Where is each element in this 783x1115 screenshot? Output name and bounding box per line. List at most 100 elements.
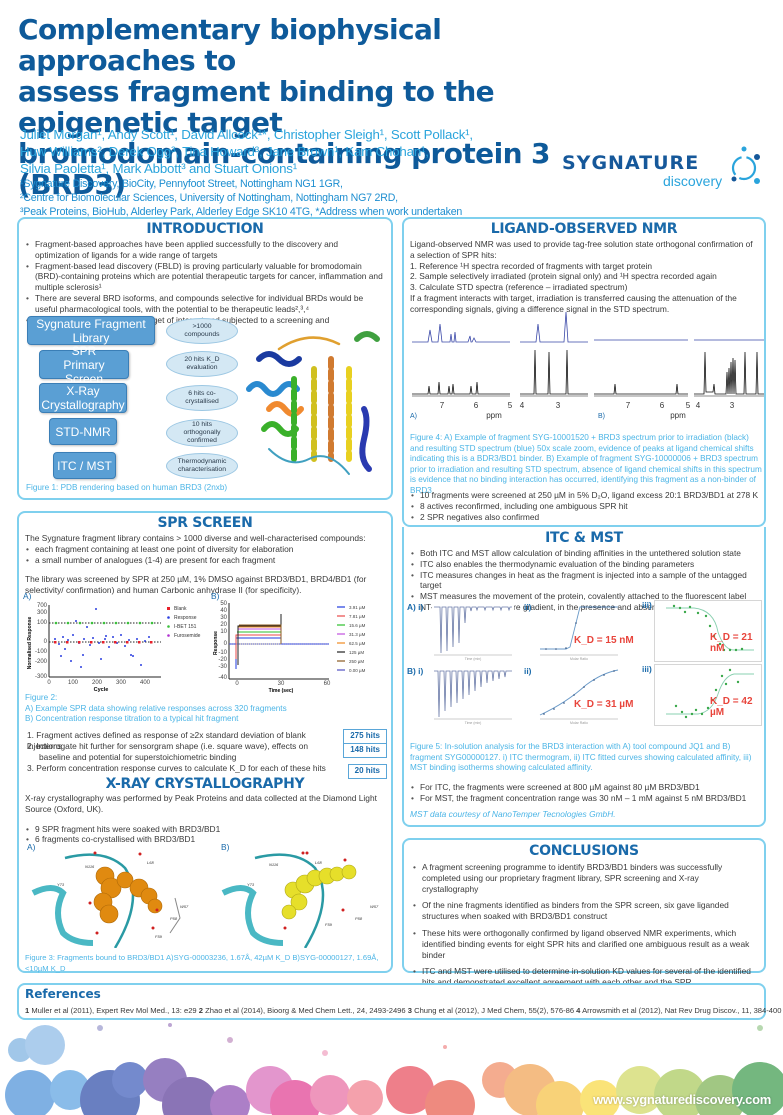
itc-fit-a: Molar Ratio bbox=[540, 606, 618, 661]
svg-text:A): A) bbox=[410, 413, 417, 420]
svg-text:31.3 µM: 31.3 µM bbox=[349, 632, 366, 637]
svg-text:4: 4 bbox=[520, 401, 525, 410]
affiliations: ¹Sygnature Discovery, BioCity, Pennyfoot… bbox=[20, 178, 463, 218]
svg-text:30: 30 bbox=[278, 681, 285, 687]
figure-3-caption: Figure 3: Fragments bound to BRD3/BD1 A)… bbox=[25, 953, 379, 973]
mst-isotherm-b bbox=[654, 664, 762, 726]
workflow-step-4: STD-NMR bbox=[49, 418, 117, 445]
svg-text:3: 3 bbox=[556, 401, 561, 410]
references-heading: References bbox=[25, 987, 101, 1001]
svg-text:5: 5 bbox=[686, 401, 691, 410]
website-url[interactable]: www.sygnaturediscovery.com bbox=[593, 1092, 771, 1107]
poster-title: Complementary biophysical approaches to … bbox=[18, 13, 551, 201]
workflow-note-5: Thermodynamic characterisation bbox=[166, 453, 238, 479]
footer-bubble-banner: www.sygnaturediscovery.com bbox=[0, 1020, 783, 1115]
itc-fit-b: Molar Ratio bbox=[539, 669, 619, 725]
svg-text:250 µM: 250 µM bbox=[349, 659, 364, 664]
svg-text:300: 300 bbox=[116, 680, 127, 686]
svg-text:40: 40 bbox=[220, 608, 227, 614]
bubbles-decoration bbox=[5, 1023, 783, 1115]
xray-structure-a: L68 N116 Y73 W57 P58 F59 bbox=[31, 851, 189, 948]
svg-text:F59: F59 bbox=[325, 922, 333, 927]
chart-b-legend: 3.91 µM 7.81 µM 15.6 µM 31.3 µM 62.5 µM … bbox=[337, 605, 366, 673]
svg-text:3: 3 bbox=[730, 401, 735, 410]
svg-text:-30: -30 bbox=[218, 664, 227, 670]
svg-text:-10: -10 bbox=[218, 650, 227, 656]
mst-isotherm-a bbox=[654, 600, 762, 662]
svg-text:Response: Response bbox=[174, 615, 197, 621]
xray-body: X-ray crystallography was performed by P… bbox=[25, 793, 387, 845]
svg-text:L68: L68 bbox=[147, 860, 154, 865]
section-heading: ITC & MST bbox=[545, 530, 623, 546]
svg-text:Furosemide: Furosemide bbox=[174, 633, 201, 639]
svg-text:0: 0 bbox=[47, 680, 51, 686]
conclusions-bullets: A fragment screening programme to identi… bbox=[404, 859, 764, 988]
svg-text:L68: L68 bbox=[315, 860, 322, 865]
svg-text:-40: -40 bbox=[218, 675, 227, 681]
svg-text:I-BET 151: I-BET 151 bbox=[174, 624, 197, 630]
svg-text:F59: F59 bbox=[155, 934, 163, 939]
workflow-step-1: Sygnature Fragment Library bbox=[27, 316, 155, 345]
svg-text:3.91 µM: 3.91 µM bbox=[349, 605, 366, 610]
svg-text:125 µM: 125 µM bbox=[349, 650, 364, 655]
svg-text:0: 0 bbox=[235, 681, 239, 687]
itc-bullets: Both ITC and MST allow calculation of bi… bbox=[404, 546, 764, 613]
workflow-step-2: SPR Primary Screen bbox=[39, 344, 129, 386]
section-heading: LIGAND-OBSERVED NMR bbox=[490, 221, 678, 237]
nmr-panel: LIGAND-OBSERVED NMR Ligand-observed NMR … bbox=[402, 217, 766, 527]
svg-text:0.00 µM: 0.00 µM bbox=[349, 668, 366, 673]
figure-1-caption: Figure 1: PDB rendering based on human B… bbox=[26, 483, 228, 492]
svg-text:15.6 µM: 15.6 µM bbox=[349, 623, 366, 628]
svg-text:Y73: Y73 bbox=[247, 882, 255, 887]
svg-text:6: 6 bbox=[660, 401, 665, 410]
references-list: 1 Muller et al (2011), Expert Rev Mol Me… bbox=[25, 1006, 782, 1015]
svg-text:10: 10 bbox=[220, 629, 227, 635]
svg-text:Time (sec): Time (sec) bbox=[269, 688, 294, 693]
spr-panel: SPR SCREEN The Sygnature fragment librar… bbox=[17, 511, 393, 973]
workflow-step-3: X-Ray Crystallography bbox=[39, 383, 127, 413]
svg-text:6: 6 bbox=[474, 401, 479, 410]
svg-text:700: 700 bbox=[37, 603, 48, 609]
svg-text:W57: W57 bbox=[180, 904, 189, 909]
hits-badge: 148 hits bbox=[343, 743, 387, 758]
svg-text:300: 300 bbox=[37, 610, 48, 616]
conclusions-panel: CONCLUSIONS A fragment screening program… bbox=[402, 838, 766, 987]
svg-text:B): B) bbox=[598, 413, 605, 420]
xray-structure-b: L68 N116 Y73 W57 P58 F59 bbox=[221, 851, 379, 948]
svg-text:-100: -100 bbox=[35, 649, 48, 655]
svg-text:Blank: Blank bbox=[174, 606, 187, 612]
svg-text:Response: Response bbox=[213, 631, 219, 655]
svg-text:0: 0 bbox=[224, 641, 228, 647]
mst-credit: MST data courtesy of NanoTemper Tecnolog… bbox=[410, 809, 616, 819]
spr-steps: 1. Fragment actives defined as response … bbox=[27, 729, 387, 779]
protein-structure-image bbox=[246, 331, 380, 475]
workflow-step-5: ITC / MST bbox=[53, 452, 116, 479]
svg-text:-300: -300 bbox=[35, 674, 48, 680]
workflow-note-4: 10 hits orthogonally confirmed bbox=[166, 419, 238, 447]
svg-text:Normalised Response: Normalised Response bbox=[27, 617, 33, 670]
svg-text:ppm: ppm bbox=[670, 411, 686, 420]
svg-text:62.5 µM: 62.5 µM bbox=[349, 641, 366, 646]
nmr-spectra: 7 6 5 4 3 7 6 5 4 3 ppm ppm A) B) bbox=[410, 312, 764, 420]
kd-mst-b: K_D = 42 µM bbox=[710, 696, 753, 718]
svg-text:W57: W57 bbox=[370, 904, 379, 909]
figure-4-caption: Figure 4: A) Example of fragment SYG-100… bbox=[410, 433, 762, 495]
workflow-note-2: 20 hits K_D evaluation bbox=[166, 351, 238, 377]
svg-text:P58: P58 bbox=[170, 916, 178, 921]
sygnature-logo: SYGNATURE discovery bbox=[558, 143, 760, 199]
svg-text:4: 4 bbox=[696, 401, 701, 410]
spr-body: The Sygnature fragment library contains … bbox=[19, 531, 391, 596]
section-heading: CONCLUSIONS bbox=[529, 843, 639, 859]
kd-itc-a: K_D = 15 nM bbox=[574, 635, 634, 646]
svg-text:Time (min): Time (min) bbox=[465, 657, 482, 661]
svg-text:Time (min): Time (min) bbox=[465, 721, 482, 725]
svg-text:N116: N116 bbox=[85, 864, 95, 869]
svg-text:Molar Ratio: Molar Ratio bbox=[570, 657, 588, 661]
svg-text:5: 5 bbox=[508, 401, 513, 410]
svg-text:7.81 µM: 7.81 µM bbox=[349, 614, 366, 619]
section-heading: SPR SCREEN bbox=[157, 515, 253, 531]
svg-text:30: 30 bbox=[220, 615, 227, 621]
references-panel: References 1 Muller et al (2011), Expert… bbox=[17, 983, 781, 1020]
